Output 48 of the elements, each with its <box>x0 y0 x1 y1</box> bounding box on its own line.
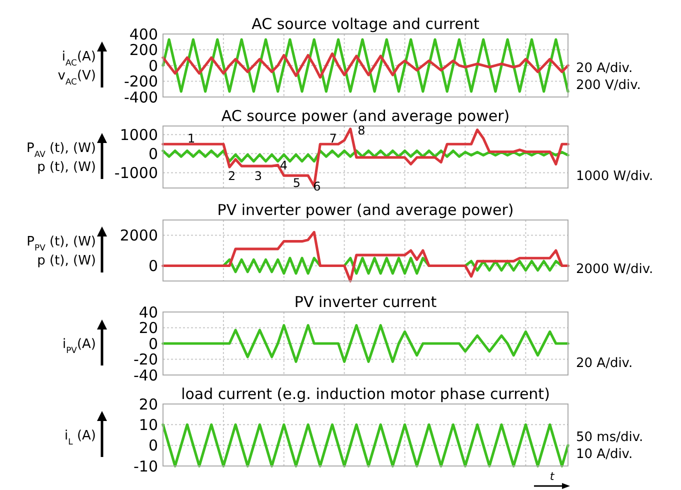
chart-title: PV inverter current <box>294 293 437 311</box>
y-tick-label: -200 <box>124 72 158 90</box>
y-tick-label: -10 <box>134 457 158 476</box>
y-axis-title: i$_{PV}$(A) <box>62 337 96 356</box>
y-axis-title: i$_{L}$ (A) <box>64 428 96 447</box>
y-tick-label: -20 <box>134 350 158 368</box>
y-tick-label: 20 <box>138 319 158 337</box>
line-series <box>162 52 570 79</box>
annotation: 4 <box>280 158 288 172</box>
y-tick-label: -40 <box>134 366 158 384</box>
text: 20 A/div. <box>576 61 633 76</box>
annotation: 2 <box>228 168 236 183</box>
y-axis-title: i$_{AC}$(A) v$_{AC}$(V) <box>58 50 96 87</box>
annotation: 8 <box>358 124 366 138</box>
y-tick-label: 20 <box>138 395 158 414</box>
y-axis-title: P$_{AV}$ (t), (W) p (t), (W) <box>26 141 96 176</box>
y-tick-label: 0 <box>148 56 158 75</box>
annotation: 5 <box>292 176 300 190</box>
text: 200 V/div. <box>576 78 641 93</box>
annotation: 3 <box>254 168 262 183</box>
line-series <box>162 324 570 363</box>
chart-title: AC source voltage and current <box>252 15 480 33</box>
line-series <box>162 230 570 282</box>
y-tick-label: 2000 <box>120 226 158 244</box>
text: 10 A/div. <box>576 447 633 462</box>
y-tick-label: -1000 <box>114 164 158 182</box>
y-tick-label: 1000 <box>120 126 158 144</box>
y-tick-label: 200 <box>129 41 158 59</box>
y-tick-label: 0 <box>148 144 158 163</box>
text: 20 A/div. <box>576 356 633 371</box>
chart-title: load current (e.g. induction motor phase current) <box>181 385 550 403</box>
text: 2000 W/div. <box>576 262 654 277</box>
y-tick-label: -400 <box>124 88 158 106</box>
y-tick-label: 10 <box>138 416 158 434</box>
y-tick-label: 0 <box>148 436 158 455</box>
annotation: 1 <box>188 132 196 146</box>
y-tick-label: 0 <box>148 334 158 353</box>
annotation: 6 <box>313 179 321 194</box>
text: 1000 W/div. <box>576 169 654 184</box>
text: 50 ms/div. <box>576 430 644 445</box>
y-axis-title: P$_{PV}$ (t), (W) p (t), (W) <box>26 234 96 269</box>
chart-title: AC source power (and average power) <box>221 107 510 125</box>
y-tick-label: 400 <box>129 25 158 44</box>
y-tick-label: 0 <box>148 257 158 275</box>
chart-title: PV inverter power (and average power) <box>217 201 514 219</box>
annotation: 7 <box>329 132 337 146</box>
y-tick-label: 40 <box>138 303 158 322</box>
x-axis-title: t <box>550 470 555 483</box>
